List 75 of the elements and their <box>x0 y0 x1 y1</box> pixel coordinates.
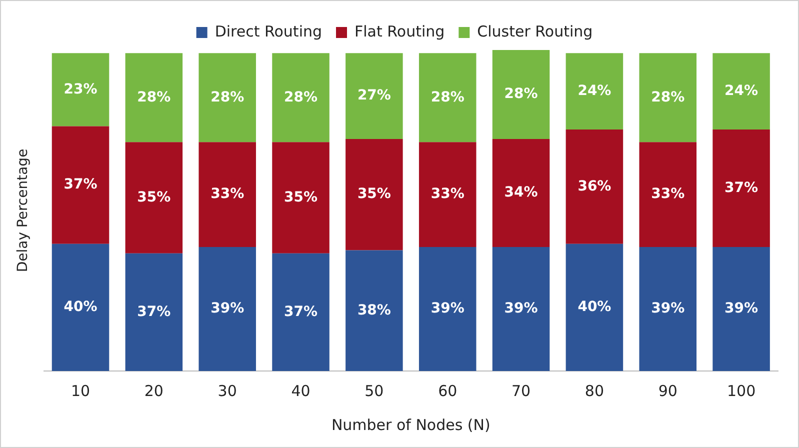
bar <box>272 53 330 142</box>
x-tick-label: 60 <box>438 382 458 400</box>
data-label: 37% <box>284 304 318 320</box>
x-tick-label: 30 <box>218 382 237 400</box>
x-tick-label: 80 <box>584 382 604 400</box>
bar <box>346 53 403 139</box>
data-label: 36% <box>578 178 612 194</box>
bar <box>346 138 403 250</box>
bar <box>639 142 697 248</box>
x-tick-label: 100 <box>726 382 756 400</box>
bar <box>125 142 183 254</box>
y-axis-title: Delay Percentage <box>15 148 32 272</box>
data-label: 28% <box>651 89 685 106</box>
data-label: 33% <box>651 186 685 202</box>
data-label: 33% <box>210 186 244 202</box>
data-label: 39% <box>504 300 538 317</box>
bar <box>492 138 550 248</box>
bar <box>272 253 330 371</box>
bar <box>639 53 697 142</box>
data-label: 37% <box>64 176 98 193</box>
x-tick-label: 70 <box>511 382 531 400</box>
legend-label: Direct Routing <box>214 22 322 40</box>
bar <box>125 53 183 142</box>
bar <box>198 247 256 371</box>
bar <box>712 247 770 371</box>
x-tick-label: 50 <box>364 382 384 400</box>
data-label: 27% <box>357 88 391 104</box>
x-axis-title: Number of Nodes (N) <box>331 416 490 434</box>
x-tick-label: 90 <box>658 382 678 400</box>
bar <box>418 53 476 142</box>
data-label: 39% <box>210 300 244 317</box>
x-tick-label: 40 <box>291 382 310 400</box>
bar <box>712 129 770 248</box>
bar <box>639 247 697 371</box>
data-label: 38% <box>357 302 391 318</box>
bar <box>418 142 476 248</box>
data-label: 35% <box>357 186 391 202</box>
bar <box>712 53 770 130</box>
data-label: 40% <box>64 299 98 316</box>
bar <box>492 50 550 139</box>
bar <box>52 244 110 371</box>
data-label: 40% <box>578 299 612 316</box>
bar <box>198 53 256 142</box>
bar <box>52 126 110 244</box>
bar <box>125 253 183 371</box>
bar <box>346 250 403 371</box>
data-label: 24% <box>724 82 758 99</box>
legend-label: Cluster Routing <box>477 22 593 40</box>
data-label: 35% <box>137 189 171 206</box>
data-label: 28% <box>137 89 171 106</box>
bar <box>418 247 476 371</box>
data-label: 37% <box>724 180 758 196</box>
data-label: 35% <box>284 189 318 206</box>
bar <box>566 129 624 244</box>
data-label: 23% <box>64 81 98 98</box>
bar <box>492 247 550 371</box>
data-label: 39% <box>651 300 685 317</box>
x-tick-label: 20 <box>144 382 164 400</box>
data-label: 33% <box>430 186 464 202</box>
data-label: 28% <box>430 89 464 106</box>
data-label: 28% <box>284 89 318 106</box>
data-label: 37% <box>137 304 171 320</box>
data-label: 28% <box>210 89 244 106</box>
bar <box>272 142 330 254</box>
data-label: 28% <box>504 86 538 102</box>
bar <box>566 244 624 371</box>
data-label: 34% <box>504 184 538 201</box>
bar <box>198 142 256 248</box>
bar <box>52 53 110 126</box>
data-label: 39% <box>724 300 758 317</box>
data-label: 24% <box>578 82 612 99</box>
bar <box>566 53 624 130</box>
legend-label: Flat Routing <box>354 22 445 40</box>
data-label: 39% <box>430 300 464 317</box>
x-tick-label: 10 <box>70 382 90 400</box>
